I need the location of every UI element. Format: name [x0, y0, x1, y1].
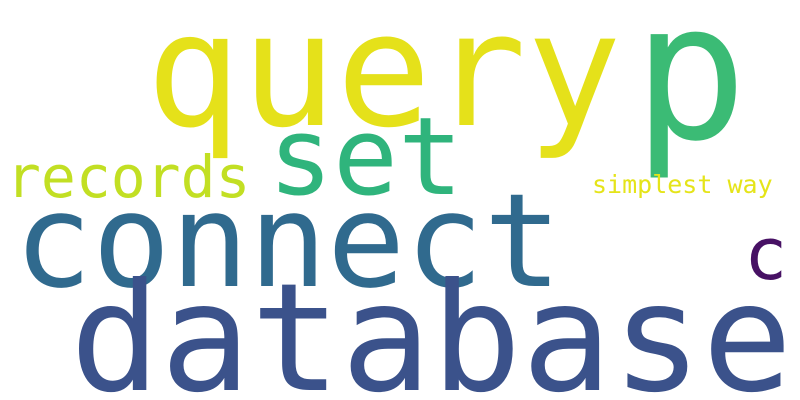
word-set: set [268, 95, 464, 220]
word-simplest-way: simplest way [592, 170, 773, 199]
word-p: p [633, 0, 748, 183]
word-database: database [70, 252, 793, 400]
word-records: records [6, 143, 251, 211]
word-c: c [744, 212, 788, 296]
word-query: query [146, 0, 622, 163]
word-connect: connect [14, 165, 562, 317]
